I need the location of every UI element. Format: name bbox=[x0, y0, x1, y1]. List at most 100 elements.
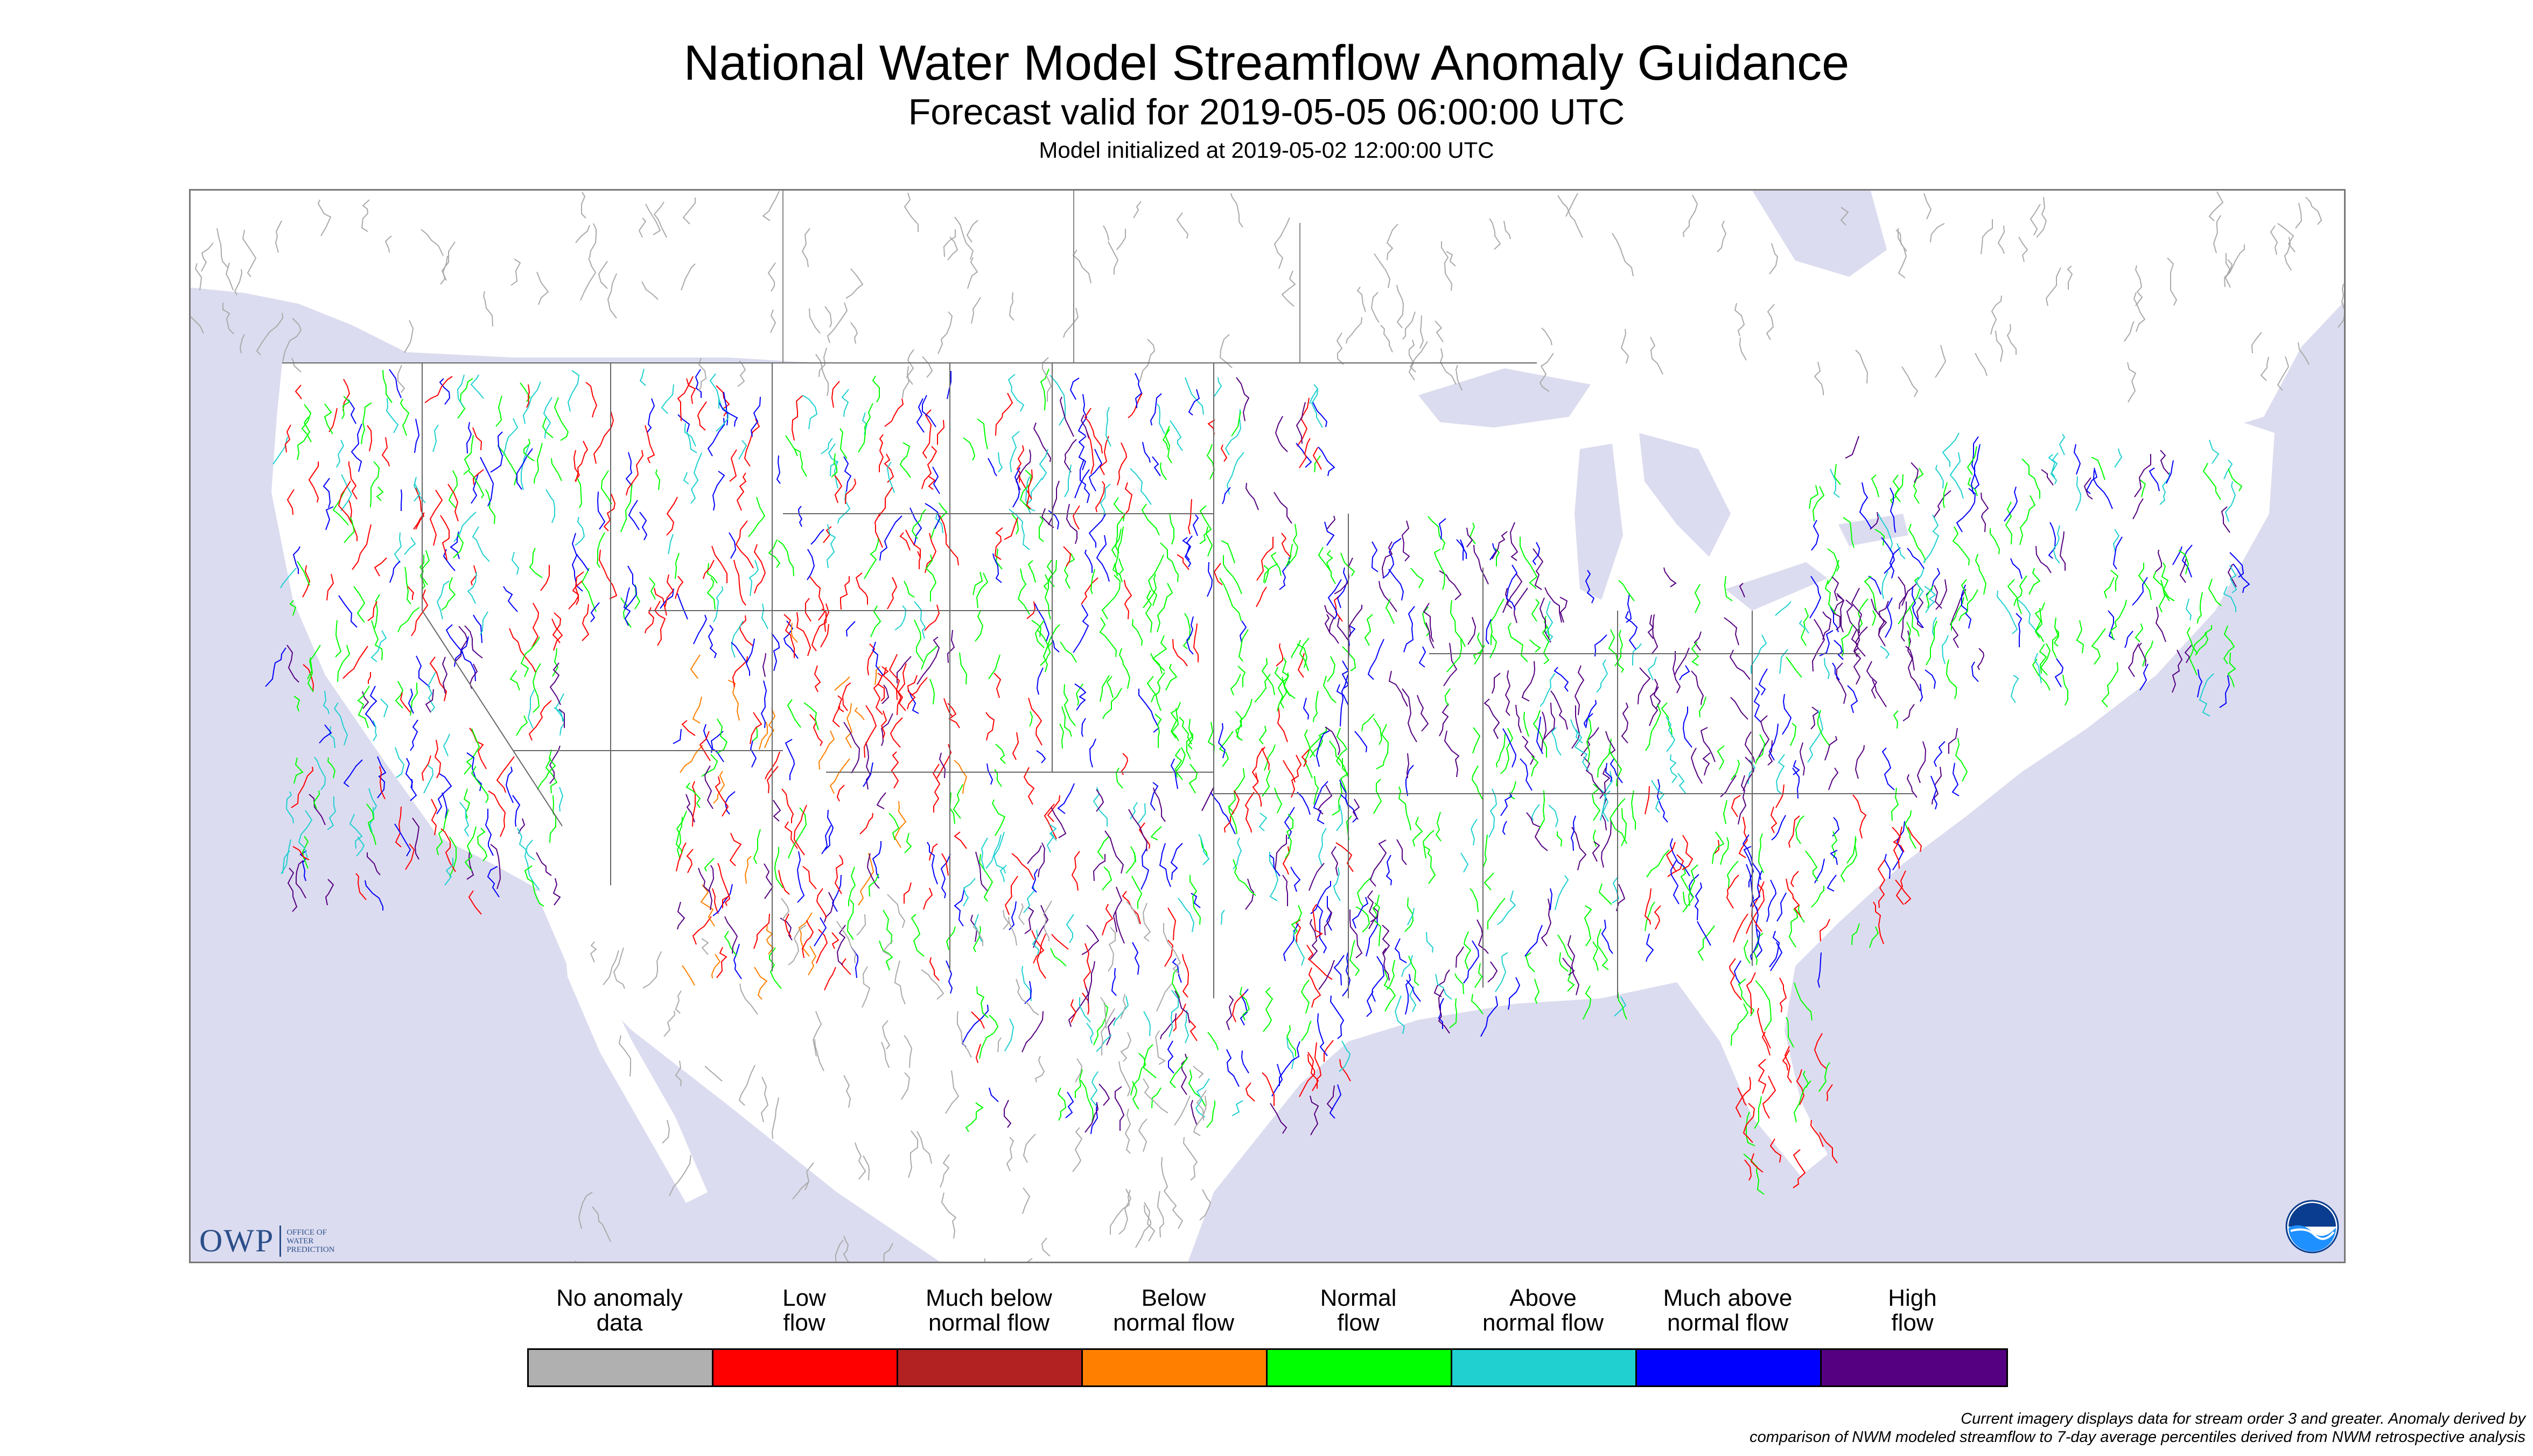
river-segment bbox=[367, 601, 377, 621]
river-segment bbox=[1036, 667, 1044, 695]
river-segment bbox=[638, 218, 647, 238]
river-segment bbox=[739, 983, 758, 1015]
river-segment bbox=[744, 856, 752, 884]
river-segment bbox=[1186, 616, 1194, 655]
river-segment bbox=[1065, 1091, 1074, 1118]
river-segment bbox=[1049, 375, 1066, 426]
river-segment bbox=[994, 769, 1002, 787]
river-segment bbox=[2139, 479, 2146, 498]
river-segment bbox=[784, 821, 798, 849]
river-segment bbox=[386, 397, 399, 433]
river-segment bbox=[753, 829, 761, 864]
footnote: Current imagery displays data for stream… bbox=[1750, 1410, 2525, 1446]
river-segment bbox=[881, 1041, 890, 1068]
river-segment bbox=[1670, 860, 1680, 905]
river-segment bbox=[468, 471, 485, 499]
river-segment bbox=[1843, 517, 1855, 548]
river-segment bbox=[1063, 684, 1076, 726]
river-segment bbox=[2149, 467, 2160, 492]
river-segment bbox=[1066, 503, 1077, 544]
river-segment bbox=[778, 870, 790, 895]
river-segment bbox=[905, 529, 921, 558]
river-segment bbox=[1313, 690, 1319, 723]
river-segment bbox=[894, 605, 907, 631]
river-segment bbox=[2005, 501, 2013, 545]
river-segment bbox=[1075, 1069, 1083, 1098]
river-segment bbox=[1270, 552, 1282, 576]
river-segment bbox=[1786, 656, 1802, 678]
river-segment bbox=[1818, 1062, 1830, 1092]
river-segment bbox=[1314, 455, 1321, 473]
river-segment bbox=[582, 604, 590, 641]
river-segment bbox=[1717, 220, 1727, 253]
river-segment bbox=[1310, 727, 1327, 758]
river-segment bbox=[1631, 790, 1636, 830]
river-segment bbox=[682, 198, 696, 225]
river-segment bbox=[1557, 831, 1563, 847]
river-segment bbox=[753, 544, 766, 594]
river-segment bbox=[2223, 459, 2233, 480]
river-segment bbox=[2270, 225, 2278, 255]
river-segment bbox=[1424, 846, 1436, 884]
river-segment bbox=[554, 397, 569, 441]
river-segment bbox=[684, 423, 696, 447]
river-segment bbox=[495, 395, 502, 427]
river-segment bbox=[379, 766, 386, 800]
river-segment bbox=[1185, 377, 1204, 415]
river-segment bbox=[1612, 876, 1620, 904]
river-segment bbox=[1975, 554, 1987, 595]
river-segment bbox=[1597, 928, 1609, 970]
river-segment bbox=[1809, 485, 1819, 509]
river-segment bbox=[1571, 705, 1580, 749]
river-segment bbox=[480, 611, 488, 635]
river-segment bbox=[442, 792, 448, 819]
river-segment bbox=[590, 602, 600, 622]
river-segment bbox=[1078, 436, 1087, 471]
river-segment bbox=[1977, 648, 1985, 670]
river-segment bbox=[1621, 702, 1629, 744]
river-segment bbox=[1130, 802, 1138, 820]
river-segment bbox=[947, 703, 960, 729]
river-segment bbox=[1323, 675, 1337, 703]
river-segment bbox=[328, 726, 335, 748]
river-segment bbox=[823, 603, 830, 632]
river-segment bbox=[2305, 197, 2322, 225]
river-segment bbox=[1150, 826, 1162, 841]
river-segment bbox=[675, 1060, 682, 1087]
river-segment bbox=[1031, 869, 1038, 893]
river-segment bbox=[1822, 611, 1832, 640]
river-segment bbox=[1102, 904, 1114, 936]
river-segment bbox=[1017, 568, 1030, 615]
river-segment bbox=[558, 709, 565, 728]
river-segment bbox=[1009, 901, 1017, 930]
river-segment bbox=[1004, 1100, 1012, 1128]
river-segment bbox=[1007, 374, 1025, 412]
river-segment bbox=[295, 384, 302, 400]
river-segment bbox=[932, 764, 941, 813]
river-segment bbox=[2030, 204, 2041, 236]
river-segment bbox=[1346, 317, 1362, 344]
river-segment bbox=[2161, 562, 2170, 601]
river-segment bbox=[826, 524, 836, 569]
river-segment bbox=[2223, 259, 2233, 288]
river-segment bbox=[581, 192, 586, 219]
river-segment bbox=[967, 257, 978, 289]
river-segment bbox=[1373, 779, 1382, 814]
river-segment bbox=[945, 1070, 960, 1114]
river-segment bbox=[943, 229, 956, 257]
river-segment bbox=[764, 708, 776, 748]
river-segment bbox=[1757, 1007, 1771, 1049]
river-segment bbox=[887, 894, 906, 928]
river-segment bbox=[649, 577, 656, 600]
river-segment bbox=[395, 681, 404, 709]
river-segment bbox=[384, 235, 392, 253]
river-segment bbox=[781, 788, 794, 823]
lake-michigan bbox=[1575, 444, 1623, 600]
river-segment bbox=[1356, 286, 1366, 312]
river-segment bbox=[2135, 265, 2143, 306]
river-segment bbox=[1106, 1017, 1116, 1046]
river-segment bbox=[1934, 585, 1942, 609]
river-segment bbox=[472, 526, 490, 562]
river-segment bbox=[712, 884, 733, 916]
river-segment bbox=[840, 576, 850, 610]
